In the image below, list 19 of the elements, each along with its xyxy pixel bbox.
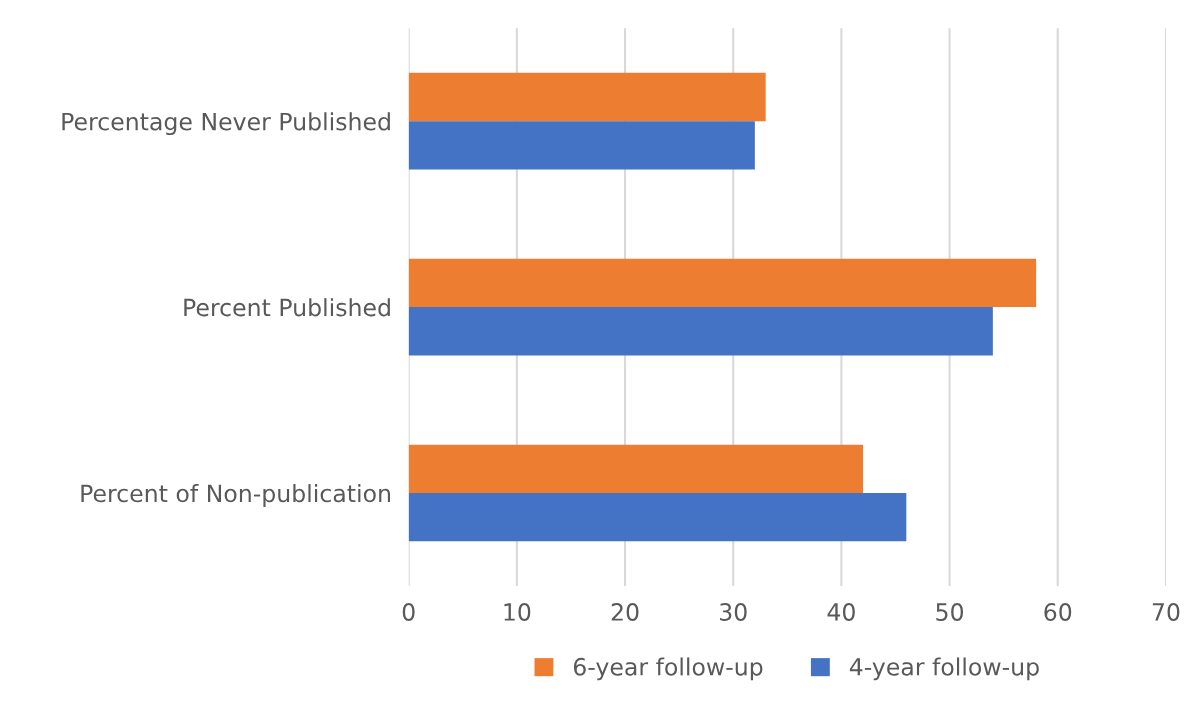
- bar: [408, 444, 864, 494]
- y-tick-label: Percentage Never Published: [62, 112, 390, 136]
- x-tick-label: 40: [827, 603, 855, 621]
- legend-label: 4-year follow-up: [849, 657, 1039, 681]
- y-tick-label: Percent of Non-publication: [81, 484, 391, 507]
- bar: [408, 121, 755, 170]
- x-tick-label: 0: [402, 603, 415, 621]
- x-tick-label: 70: [1152, 603, 1180, 621]
- x-tick-label: 10: [504, 603, 531, 621]
- x-tick-label: 30: [720, 603, 747, 621]
- bar: [408, 307, 993, 356]
- x-tick-label: 50: [936, 603, 964, 621]
- legend-label: 6-year follow-up: [573, 657, 763, 681]
- y-tick-label: Percent Published: [184, 298, 390, 317]
- bar: [408, 258, 1037, 308]
- x-tick-label: 60: [1044, 603, 1072, 621]
- bar: [408, 72, 766, 122]
- bar: [408, 493, 907, 542]
- x-tick-label: 20: [611, 603, 639, 621]
